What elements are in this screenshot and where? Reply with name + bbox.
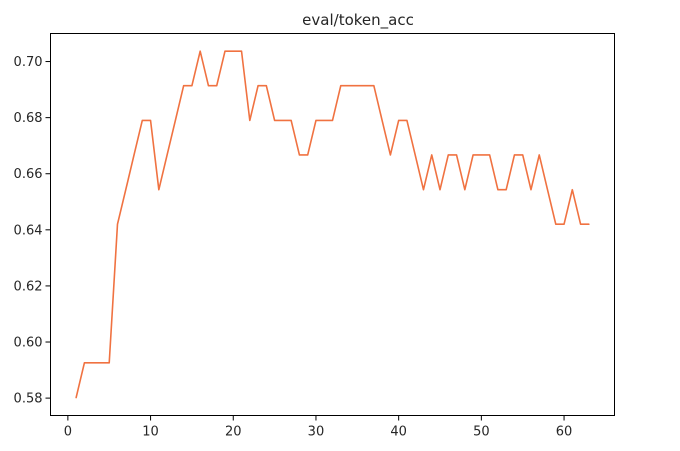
x-tick-label: 30 xyxy=(308,425,325,440)
chart-title: eval/token_acc xyxy=(302,11,414,30)
series-line xyxy=(75,50,590,399)
x-tick-label: 50 xyxy=(473,425,490,440)
x-tick-label: 60 xyxy=(556,425,573,440)
x-tick-label: 40 xyxy=(390,425,407,440)
x-axis: 0 10 20 30 40 50 60 xyxy=(64,415,573,440)
plot-area xyxy=(75,50,590,399)
y-tick-label: 0.64 xyxy=(14,223,43,238)
y-axis: 0.58 0.60 0.62 0.64 0.66 0.68 0.70 xyxy=(14,55,51,407)
axes-frame xyxy=(50,33,615,416)
x-tick-label: 20 xyxy=(225,425,242,440)
y-tick-label: 0.60 xyxy=(14,336,43,351)
x-tick-label: 10 xyxy=(142,425,159,440)
y-tick-label: 0.68 xyxy=(14,111,43,126)
y-tick-label: 0.58 xyxy=(14,392,43,407)
y-tick-label: 0.62 xyxy=(14,279,43,294)
x-tick-label: 0 xyxy=(64,425,72,440)
y-tick-label: 0.70 xyxy=(14,55,43,70)
y-tick-label: 0.66 xyxy=(14,167,43,182)
